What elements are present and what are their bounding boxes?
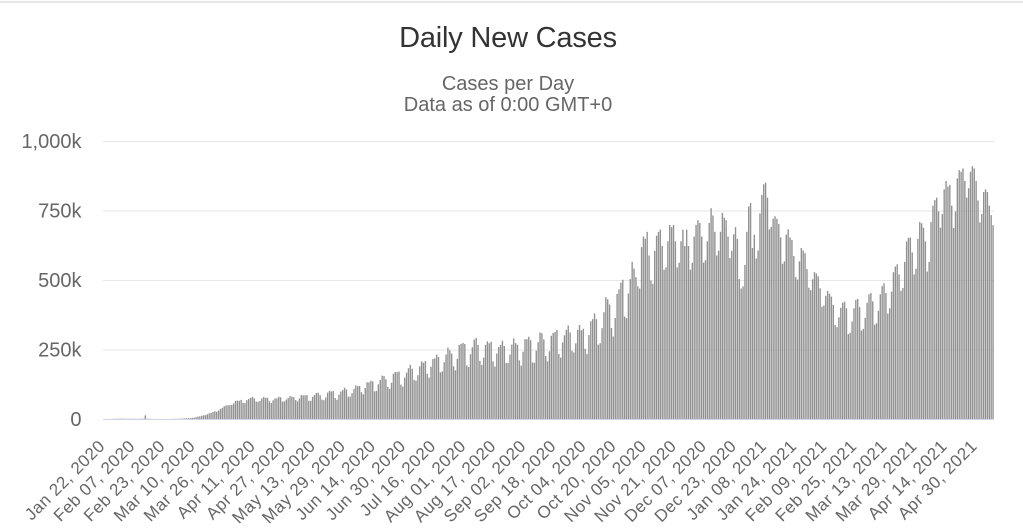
svg-text:1,000k: 1,000k <box>21 131 82 153</box>
svg-text:Daily New Cases: Daily New Cases <box>399 22 617 54</box>
svg-text:250k: 250k <box>38 340 82 362</box>
svg-text:750k: 750k <box>38 201 82 223</box>
svg-text:Cases per Day: Cases per Day <box>442 73 574 95</box>
svg-text:500k: 500k <box>38 270 82 292</box>
svg-text:Data as of 0:00 GMT+0: Data as of 0:00 GMT+0 <box>404 94 612 116</box>
svg-text:0: 0 <box>70 409 81 431</box>
